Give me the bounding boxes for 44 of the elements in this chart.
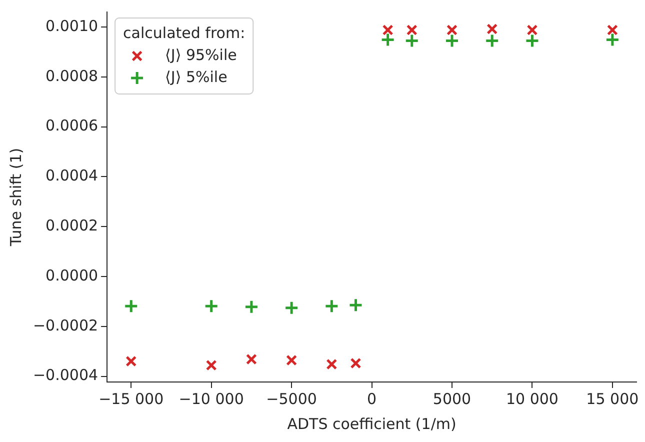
- y-tick-label: 0.0008: [46, 66, 98, 85]
- point: [206, 360, 217, 371]
- legend-label: ⟨J⟩ 95%ile: [165, 46, 237, 64]
- point: [606, 24, 618, 36]
- x-tick-label: 5000: [432, 390, 472, 408]
- point: [406, 24, 418, 36]
- x-tick-label: −5000: [266, 390, 317, 408]
- y-tick-label: 0.0006: [46, 116, 98, 135]
- y-tick-label: 0.0002: [46, 216, 98, 234]
- y-tick-label: −0.0002: [32, 316, 98, 334]
- point: [326, 358, 338, 370]
- point: [380, 32, 396, 47]
- point: [484, 33, 500, 48]
- point: [348, 298, 363, 312]
- point: [324, 298, 339, 314]
- y-tick-label: 0.0010: [46, 16, 98, 35]
- y-tick-label: 0.0004: [46, 166, 98, 185]
- y-tick-label: −0.0004: [32, 366, 98, 384]
- legend-label: ⟨J⟩ 5%ile: [165, 68, 228, 86]
- point: [286, 354, 298, 366]
- point: [244, 300, 259, 314]
- x-tick-label: 15 000: [586, 390, 639, 408]
- point: [350, 358, 362, 369]
- point: [404, 33, 420, 48]
- legend-title: calculated from:: [123, 24, 246, 42]
- x-tick-label: 0: [367, 390, 377, 408]
- point: [444, 33, 460, 48]
- point: [204, 298, 219, 314]
- point: [446, 24, 458, 36]
- point: [284, 300, 299, 316]
- point: [246, 354, 257, 365]
- point: [124, 298, 138, 314]
- y-axis-title: Tune shift (1): [6, 148, 25, 248]
- point: [524, 33, 540, 48]
- x-tick-label: 10 000: [506, 390, 558, 408]
- point: [382, 24, 394, 36]
- x-axis-title: ADTS coefficient (1/m): [287, 414, 456, 433]
- x-tick-label: −15 000: [98, 390, 164, 408]
- point: [526, 24, 538, 36]
- point: [486, 23, 498, 34]
- point: [126, 356, 137, 367]
- x-tick-label: −10 000: [178, 390, 244, 408]
- point: [605, 32, 620, 47]
- y-tick-label: 0.0000: [46, 266, 98, 284]
